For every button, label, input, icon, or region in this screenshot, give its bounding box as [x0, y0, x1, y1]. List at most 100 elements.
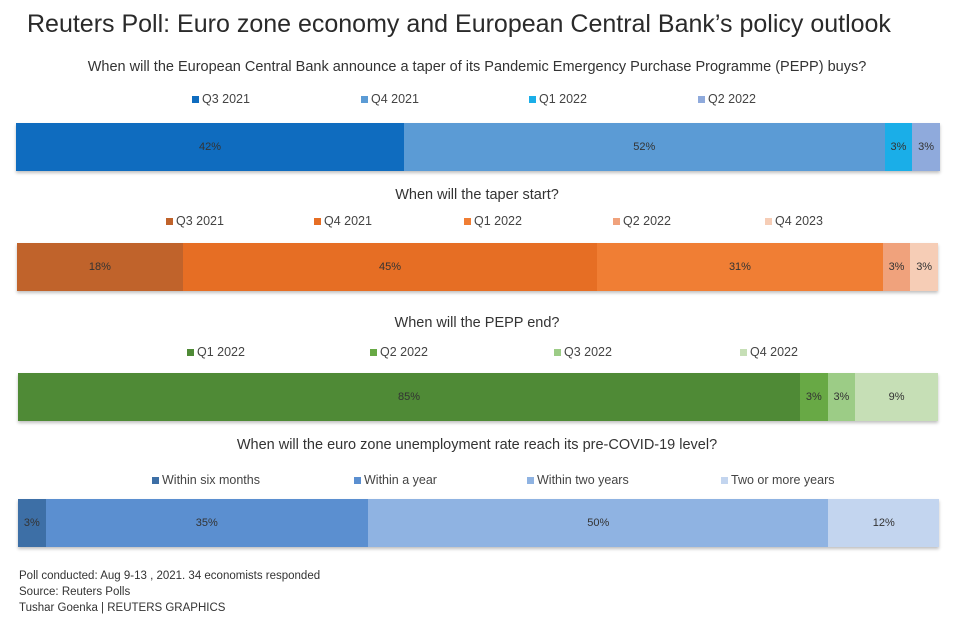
bar-segment: 45% [182, 243, 598, 291]
bar-segment: 3% [800, 373, 828, 421]
legend: Q1 2022 Q2 2022 Q3 2022 Q4 2022 [0, 345, 954, 363]
segment-value-label: 9% [888, 391, 905, 403]
bar-segment: 3% [882, 243, 911, 291]
panel-title: When will the European Central Bank anno… [87, 59, 867, 75]
legend-swatch [314, 217, 321, 225]
segment-value-label: 12% [872, 517, 895, 529]
legend-swatch [152, 476, 159, 484]
bar-segment: 12% [828, 499, 939, 547]
bar-segment: 85% [18, 373, 800, 421]
legend-swatch [527, 476, 534, 484]
bar-segment: 52% [404, 123, 885, 171]
legend-label: Q2 2022 [380, 345, 428, 359]
legend-label: Q4 2022 [750, 345, 798, 359]
bar-segment: 3% [18, 499, 46, 547]
legend-label: Q3 2021 [176, 214, 224, 228]
chart-title: Reuters Poll: Euro zone economy and Euro… [27, 10, 891, 38]
legend-label: Q1 2022 [197, 345, 245, 359]
legend-item: Q2 2022 [613, 214, 671, 228]
legend-item: Q3 2022 [554, 345, 612, 359]
legend-item: Q3 2021 [166, 214, 224, 228]
legend-label: Q4 2021 [324, 214, 372, 228]
segment-value-label: 42% [199, 141, 222, 153]
footer-poll-note: Poll conducted: Aug 9-13 , 2021. 34 econ… [19, 570, 321, 582]
legend-label: Two or more years [731, 473, 835, 487]
bar-segment: 31% [597, 243, 883, 291]
segment-value-label: 3% [890, 141, 907, 153]
legend: Q3 2021 Q4 2021 Q1 2022 Q2 2022 [0, 92, 954, 110]
legend-swatch [166, 217, 173, 225]
segment-value-label: 52% [633, 141, 656, 153]
legend-swatch [187, 348, 194, 356]
legend-swatch [361, 95, 368, 103]
bar-segment: 9% [855, 373, 938, 421]
legend-label: Within six months [162, 473, 260, 487]
legend-swatch [721, 476, 728, 484]
panel-title: When will the euro zone unemployment rat… [236, 437, 718, 453]
legend-item: Within six months [152, 473, 260, 487]
bar-segment: 42% [16, 123, 405, 171]
legend-label: Q4 2023 [775, 214, 823, 228]
legend-swatch [698, 95, 705, 103]
legend-label: Q3 2021 [202, 92, 250, 106]
legend-label: Q4 2021 [371, 92, 419, 106]
legend: Within six months Within a year Within two… [0, 473, 954, 491]
segment-value-label: 3% [916, 261, 933, 273]
footer: Poll conducted: Aug 9-13 , 2021. 34 econ… [19, 568, 320, 616]
legend-item: Q1 2022 [464, 214, 522, 228]
legend-label: Q3 2022 [564, 345, 612, 359]
legend-item: Q3 2021 [192, 92, 250, 106]
legend-item: Q4 2021 [361, 92, 419, 106]
legend-swatch [613, 217, 620, 225]
legend-label: Q2 2022 [708, 92, 756, 106]
segment-value-label: 85% [397, 391, 421, 403]
footer-credit: Tushar Goenka | REUTERS GRAPHICS [19, 602, 226, 614]
legend-swatch [740, 348, 747, 356]
segment-value-label: 3% [833, 391, 850, 403]
legend-swatch [192, 95, 199, 103]
footer-source: Source: Reuters Polls [19, 586, 131, 598]
stacked-bar: 18% 45% 31% 3% 3% [17, 243, 938, 291]
segment-value-label: 3% [888, 261, 905, 273]
legend-swatch [464, 217, 471, 225]
legend-item: Q1 2022 [529, 92, 587, 106]
legend-swatch [354, 476, 361, 484]
legend-label: Q1 2022 [474, 214, 522, 228]
legend-item: Within a year [354, 473, 437, 487]
bar-segment: 35% [45, 499, 368, 547]
legend-item: Q4 2022 [740, 345, 798, 359]
segment-value-label: 45% [378, 261, 401, 273]
legend-swatch [554, 348, 561, 356]
legend-label: Within two years [537, 473, 629, 487]
stacked-bar: 85% 3% 3% 9% [18, 373, 938, 421]
segment-value-label: 3% [23, 517, 40, 529]
legend-item: Q2 2022 [370, 345, 428, 359]
segment-value-label: 31% [728, 261, 751, 273]
legend-label: Within a year [364, 473, 437, 487]
bar-segment: 3% [910, 243, 938, 291]
legend-item: Q1 2022 [187, 345, 245, 359]
bar-segment: 3% [884, 123, 913, 171]
legend-item: Q2 2022 [698, 92, 756, 106]
legend-swatch [529, 95, 536, 103]
stacked-bar: 3% 35% 50% 12% [18, 499, 939, 547]
stacked-bar: 42% 52% 3% 3% [16, 123, 940, 171]
legend-swatch [370, 348, 377, 356]
legend-swatch [765, 217, 772, 225]
legend-item: Within two years [527, 473, 629, 487]
bar-segment: 3% [912, 123, 940, 171]
bar-segment: 3% [827, 373, 856, 421]
legend-item: Two or more years [721, 473, 835, 487]
segment-value-label: 3% [918, 141, 935, 153]
legend-label: Q1 2022 [539, 92, 587, 106]
legend: Q3 2021 Q4 2021 Q1 2022 Q2 2022 Q4 2023 [0, 214, 954, 232]
panel-title: When will the PEPP end? [394, 315, 560, 331]
segment-value-label: 35% [195, 517, 218, 529]
legend-item: Q4 2023 [765, 214, 823, 228]
panel-title: When will the taper start? [395, 187, 559, 203]
bar-segment: 50% [367, 499, 829, 547]
segment-value-label: 18% [88, 261, 111, 273]
legend-label: Q2 2022 [623, 214, 671, 228]
segment-value-label: 3% [805, 391, 822, 403]
bar-segment: 18% [17, 243, 183, 291]
